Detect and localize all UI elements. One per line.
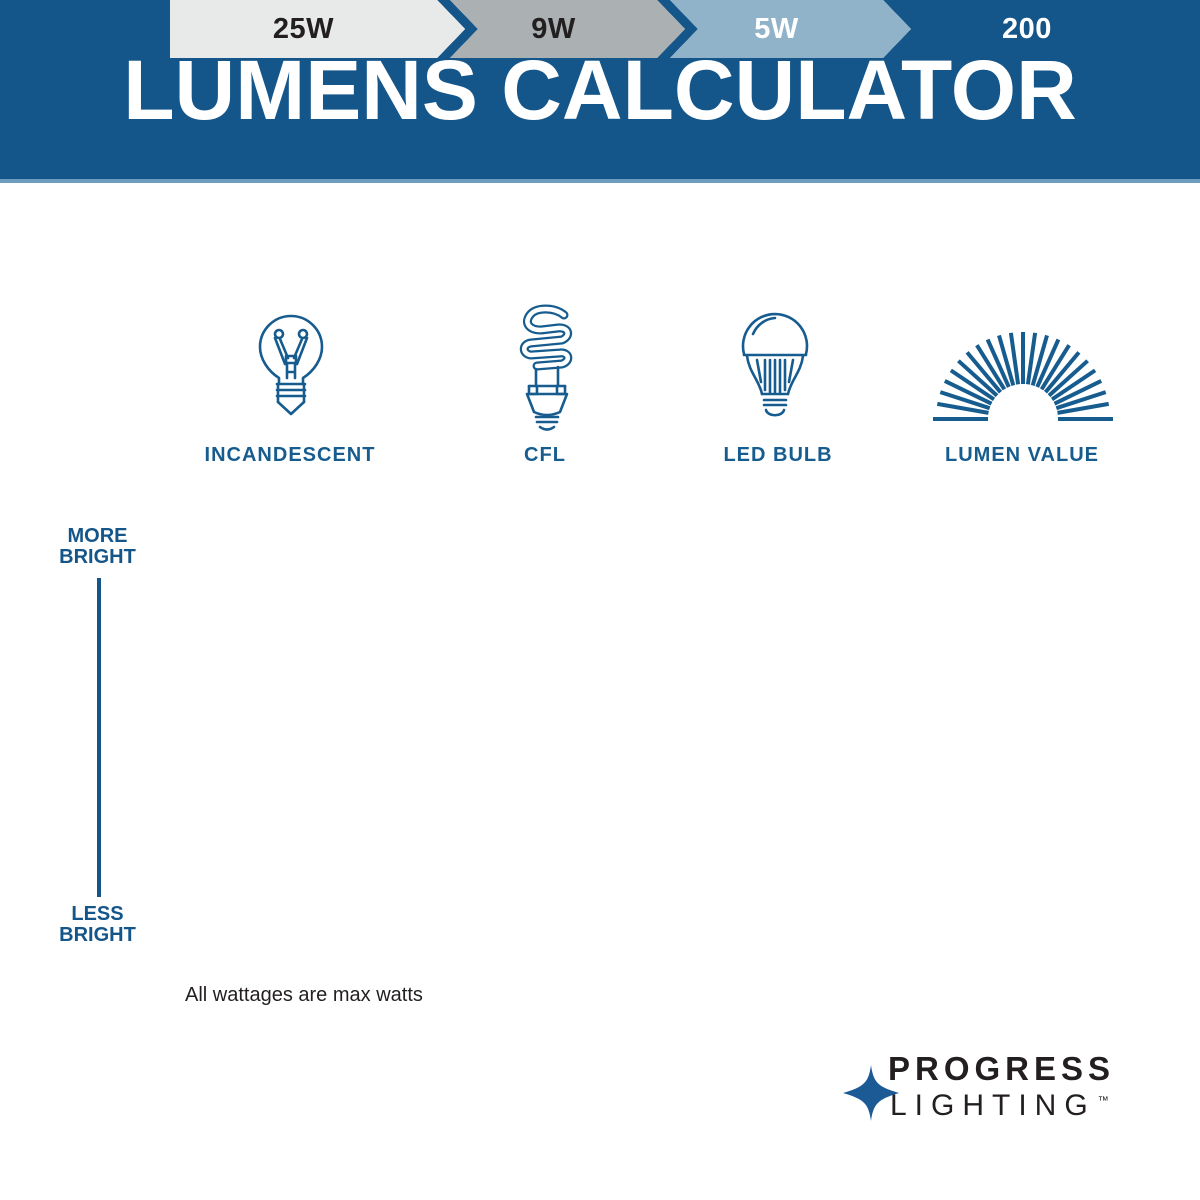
cell-led: 5W xyxy=(670,0,911,58)
footnote: All wattages are max watts xyxy=(185,984,423,1006)
column-label-cfl: CFL xyxy=(524,444,566,466)
four-point-star-icon xyxy=(842,1064,900,1127)
logo-lighting-text: LIGHTING ™ xyxy=(890,1089,1109,1122)
table-row: 25W 9W 5W 200 xyxy=(170,0,1130,58)
cell-cfl: 9W xyxy=(450,0,685,58)
column-label-lumen-value: LUMEN VALUE xyxy=(945,444,1099,466)
trademark-symbol: ™ xyxy=(1097,1095,1109,1107)
incandescent-bulb-icon xyxy=(245,302,337,432)
less-bright-label: LESS BRIGHT xyxy=(59,903,136,946)
cell-lumens: 200 xyxy=(896,0,1130,58)
column-label-led-bulb: LED BULB xyxy=(723,444,833,466)
brightness-axis-line xyxy=(97,578,101,897)
logo-progress-text: PROGRESS xyxy=(888,1050,1116,1087)
more-bright-label: MORE BRIGHT xyxy=(59,525,136,568)
column-label-incandescent: INCANDESCENT xyxy=(204,444,376,466)
cell-incandescent: 25W xyxy=(170,0,465,58)
led-bulb-icon xyxy=(733,304,817,430)
page-title: LUMENS CALCULATOR xyxy=(123,43,1077,137)
cfl-bulb-icon xyxy=(502,302,590,434)
lumen-sunburst-icon xyxy=(932,328,1114,424)
